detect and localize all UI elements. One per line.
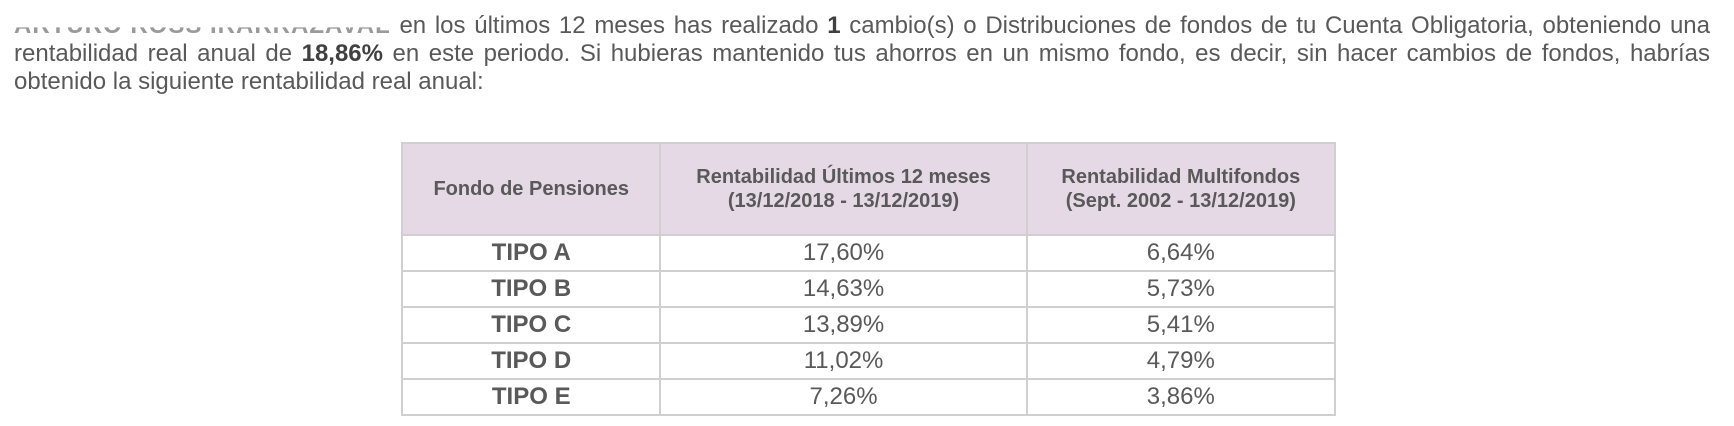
last12-cell: 7,26% <box>659 378 1028 416</box>
real-return-value: 18,86% <box>301 40 383 67</box>
multi-cell: 3,86% <box>1025 378 1337 416</box>
multi-cell: 5,41% <box>1025 306 1337 344</box>
table-row: TIPO A 17,60% 6,64% <box>400 234 1337 272</box>
table-header-row: Fondo de Pensiones Rentabilidad Últimos … <box>400 142 1337 236</box>
header-fund: Fondo de Pensiones <box>400 142 662 236</box>
table-row: TIPO C 13,89% 5,41% <box>400 306 1337 344</box>
changes-count: 1 <box>827 12 841 39</box>
last12-cell: 13,89% <box>659 306 1028 344</box>
intro-text-1: en los últimos 12 meses has realizado <box>390 12 828 39</box>
header-multifondos: Rentabilidad Multifondos (Sept. 2002 - 1… <box>1025 142 1337 236</box>
pension-funds-table: Fondo de Pensiones Rentabilidad Últimos … <box>400 142 1337 416</box>
intro-paragraph: ARTURO ROSS IRARRAZAVAL en los últimos 1… <box>14 12 1710 96</box>
last12-cell: 14,63% <box>659 270 1028 308</box>
table-row: TIPO D 11,02% 4,79% <box>400 342 1337 380</box>
last12-cell: 17,60% <box>659 234 1028 272</box>
fund-name-cell: TIPO A <box>400 234 662 272</box>
fund-name-cell: TIPO D <box>400 342 662 380</box>
account-holder-name: ARTURO ROSS IRARRAZAVAL <box>14 12 391 39</box>
multi-cell: 5,73% <box>1025 270 1337 308</box>
intro-text-3: en este periodo. Si hubieras mantenido t… <box>14 40 1710 95</box>
fund-name-cell: TIPO C <box>400 306 662 344</box>
table-row: TIPO B 14,63% 5,73% <box>400 270 1337 308</box>
table-row: TIPO E 7,26% 3,86% <box>400 378 1337 416</box>
multi-cell: 4,79% <box>1025 342 1337 380</box>
fund-name-cell: TIPO E <box>400 378 662 416</box>
header-last-12-months: Rentabilidad Últimos 12 meses (13/12/201… <box>659 142 1028 236</box>
fund-name-cell: TIPO B <box>400 270 662 308</box>
last12-cell: 11,02% <box>659 342 1028 380</box>
multi-cell: 6,64% <box>1025 234 1337 272</box>
intro-text-2: cambio(s) o Distribuciones de fondos de … <box>14 12 1711 67</box>
